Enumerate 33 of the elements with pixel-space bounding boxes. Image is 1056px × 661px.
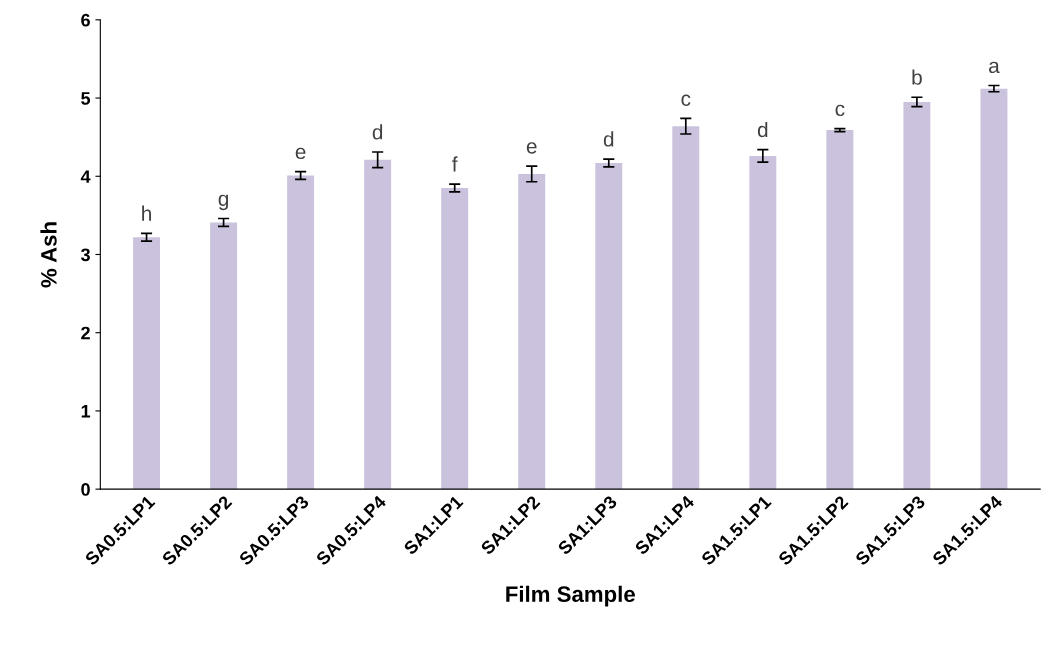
annotation: e	[295, 147, 306, 160]
annotation: a	[989, 61, 1000, 74]
annotation: c	[835, 104, 845, 117]
bar	[826, 130, 854, 490]
bar	[441, 188, 469, 490]
bar	[749, 155, 777, 490]
annotation: d	[372, 124, 383, 140]
annotation: c	[681, 94, 691, 106]
y-tick-label: 2	[81, 326, 90, 340]
annotation: d	[603, 131, 614, 147]
bar	[210, 222, 238, 490]
bar	[133, 237, 161, 490]
y-axis-title: % Ash	[40, 222, 57, 288]
bar	[672, 126, 700, 490]
bar	[518, 173, 546, 490]
y-tick-label: 0	[81, 483, 90, 496]
annotation: f	[452, 156, 458, 172]
annotation: b	[912, 69, 922, 85]
y-tick-label: 4	[80, 170, 91, 183]
y-tick-label: 6	[81, 13, 90, 27]
annotation: g	[218, 194, 229, 211]
annotation: h	[142, 205, 151, 221]
bar	[595, 162, 623, 490]
y-tick-label: 5	[81, 92, 91, 105]
annotation: d	[757, 121, 768, 138]
y-tick-label: 1	[81, 405, 91, 418]
bar	[980, 88, 1008, 490]
annotation: e	[526, 142, 537, 154]
y-tick-label: 3	[80, 248, 90, 262]
x-axis-title: Film Sample	[506, 585, 635, 607]
bar	[364, 159, 392, 490]
bar	[903, 101, 931, 490]
bar	[287, 175, 315, 490]
